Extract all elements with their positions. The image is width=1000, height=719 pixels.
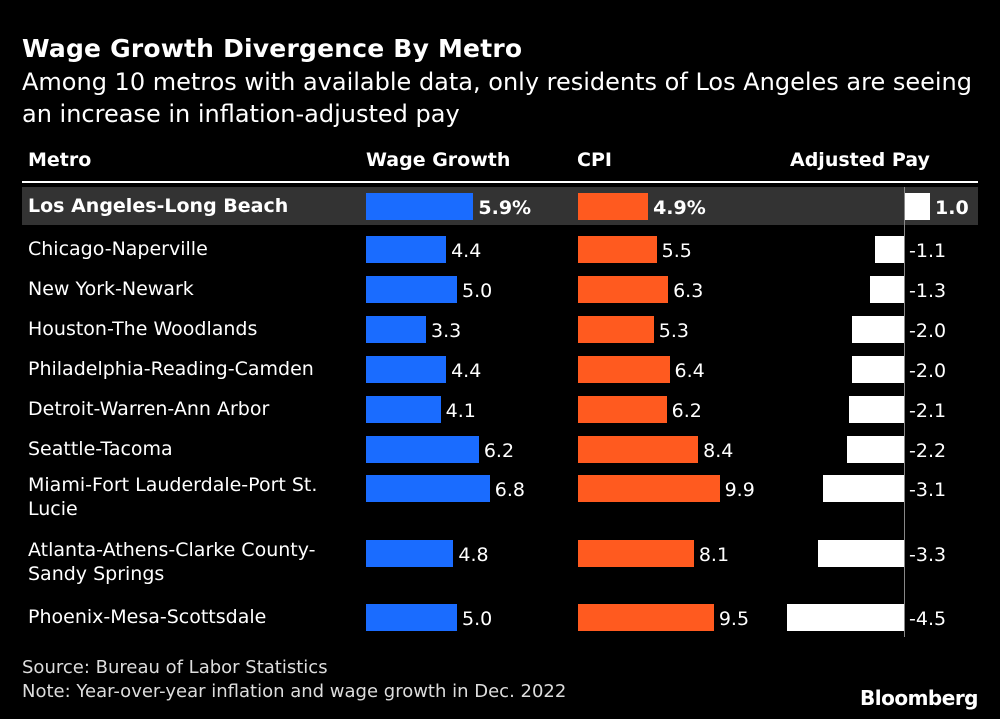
adjusted-pay-label: -4.5 <box>909 608 947 630</box>
cpi-bar <box>578 276 669 303</box>
header-adjusted-pay: Adjusted Pay <box>790 149 930 171</box>
wage-growth-label: 4.4 <box>451 360 482 382</box>
cpi-label: 5.5 <box>661 240 692 262</box>
bloomberg-logo: Bloomberg <box>860 686 978 710</box>
cpi-label: 6.3 <box>673 280 704 302</box>
cpi-label: 4.9% <box>653 197 706 219</box>
metro-name: Phoenix-Mesa-Scottsdale <box>28 606 267 628</box>
cpi-bar <box>578 356 670 383</box>
cpi-bar <box>578 396 667 423</box>
source-note: Source: Bureau of Labor Statistics <box>22 657 328 678</box>
wage-growth-bar <box>366 356 447 383</box>
wage-growth-label: 6.8 <box>494 479 525 501</box>
adjusted-pay-label: -3.3 <box>909 544 947 566</box>
table-row: Miami-Fort Lauderdale-Port St. Lucie 6.8 9… <box>22 469 978 534</box>
adjusted-pay-bar <box>904 193 930 220</box>
adjusted-pay-label: -2.2 <box>909 440 947 462</box>
cpi-bar <box>578 604 714 631</box>
table-row: Phoenix-Mesa-Scottsdale 5.0 9.5 -4.5 <box>22 597 978 637</box>
cpi-label: 5.3 <box>658 320 689 342</box>
adjusted-pay-label: -1.1 <box>909 240 947 262</box>
wage-growth-label: 5.0 <box>462 608 493 630</box>
adjusted-pay-label: -2.1 <box>909 400 947 422</box>
metro-name: Atlanta-Athens-Clarke County-Sandy Sprin… <box>28 539 316 585</box>
cpi-label: 6.2 <box>671 400 702 422</box>
table-row: Chicago-Naperville 4.4 5.5 -1.1 <box>22 229 978 269</box>
header-wage-growth: Wage Growth <box>366 149 511 171</box>
cpi-label: 9.9 <box>724 479 755 501</box>
adjusted-pay-bar <box>875 236 904 263</box>
adjusted-pay-label: -2.0 <box>909 320 947 342</box>
metro-name: New York-Newark <box>28 278 194 300</box>
table-row: Philadelphia-Reading-Camden 4.4 6.4 -2.0 <box>22 349 978 389</box>
adjusted-pay-bar <box>870 276 904 303</box>
chart-title: Wage Growth Divergence By Metro <box>22 34 523 63</box>
adjusted-pay-bar <box>787 604 904 631</box>
wage-growth-bar <box>366 396 441 423</box>
wage-growth-label: 3.3 <box>431 320 462 342</box>
adjusted-pay-bar <box>852 316 904 343</box>
metro-name: Los Angeles-Long Beach <box>28 195 289 217</box>
header-cpi: CPI <box>577 149 612 171</box>
wage-growth-bar <box>366 604 457 631</box>
wage-growth-label: 5.9% <box>478 197 532 219</box>
wage-growth-bar <box>366 276 457 303</box>
chart-subtitle: Among 10 metros with available data, onl… <box>22 68 972 128</box>
adjusted-pay-zero-line <box>904 187 905 637</box>
wage-growth-bar <box>366 236 447 263</box>
cpi-bar <box>578 236 657 263</box>
cpi-bar <box>578 436 699 463</box>
cpi-bar <box>578 193 649 220</box>
metro-name: Philadelphia-Reading-Camden <box>28 358 314 380</box>
adjusted-pay-label: -3.1 <box>909 479 947 501</box>
header-divider <box>22 181 978 183</box>
adjusted-pay-label: -1.3 <box>909 280 947 302</box>
table-row: Seattle-Tacoma 6.2 8.4 -2.2 <box>22 429 978 469</box>
metro-name: Miami-Fort Lauderdale-Port St. Lucie <box>28 474 318 520</box>
wage-growth-bar <box>366 316 427 343</box>
wage-growth-label: 4.8 <box>458 544 489 566</box>
adjusted-pay-bar <box>823 475 904 502</box>
wage-growth-label: 5.0 <box>462 280 493 302</box>
metro-name: Chicago-Naperville <box>28 238 208 260</box>
metro-name: Seattle-Tacoma <box>28 438 173 460</box>
wage-growth-bar <box>366 436 479 463</box>
adjusted-pay-bar <box>846 436 904 463</box>
metro-name: Houston-The Woodlands <box>28 318 258 340</box>
table-row: Houston-The Woodlands 3.3 5.3 -2.0 <box>22 309 978 349</box>
metro-name: Detroit-Warren-Ann Arbor <box>28 398 270 420</box>
adjusted-pay-bar <box>852 356 904 383</box>
table-row: Atlanta-Athens-Clarke County-Sandy Sprin… <box>22 534 978 597</box>
table-row: Detroit-Warren-Ann Arbor 4.1 6.2 -2.1 <box>22 389 978 429</box>
cpi-label: 8.1 <box>698 544 730 566</box>
adjusted-pay-bar <box>818 540 904 567</box>
wage-growth-bar <box>366 540 454 567</box>
cpi-label: 8.4 <box>703 440 734 462</box>
cpi-label: 6.4 <box>674 360 705 382</box>
wage-growth-bar <box>366 475 490 502</box>
cpi-bar <box>578 475 720 502</box>
wage-growth-label: 6.2 <box>483 440 515 462</box>
cpi-bar <box>578 316 654 343</box>
adjusted-pay-label: -2.0 <box>909 360 947 382</box>
wage-growth-label: 4.1 <box>445 400 476 422</box>
adjusted-pay-label: 1.0 <box>935 197 969 219</box>
table-row: Los Angeles-Long Beach 5.9% 4.9% 1.0 <box>22 187 978 225</box>
wage-growth-bar <box>366 193 474 220</box>
adjusted-pay-bar <box>849 396 904 423</box>
footnote: Note: Year-over-year inflation and wage … <box>22 681 567 702</box>
header-metro: Metro <box>28 149 92 171</box>
cpi-bar <box>578 540 694 567</box>
cpi-label: 9.5 <box>718 608 750 630</box>
wage-growth-label: 4.4 <box>451 240 482 262</box>
table-row: New York-Newark 5.0 6.3 -1.3 <box>22 269 978 309</box>
